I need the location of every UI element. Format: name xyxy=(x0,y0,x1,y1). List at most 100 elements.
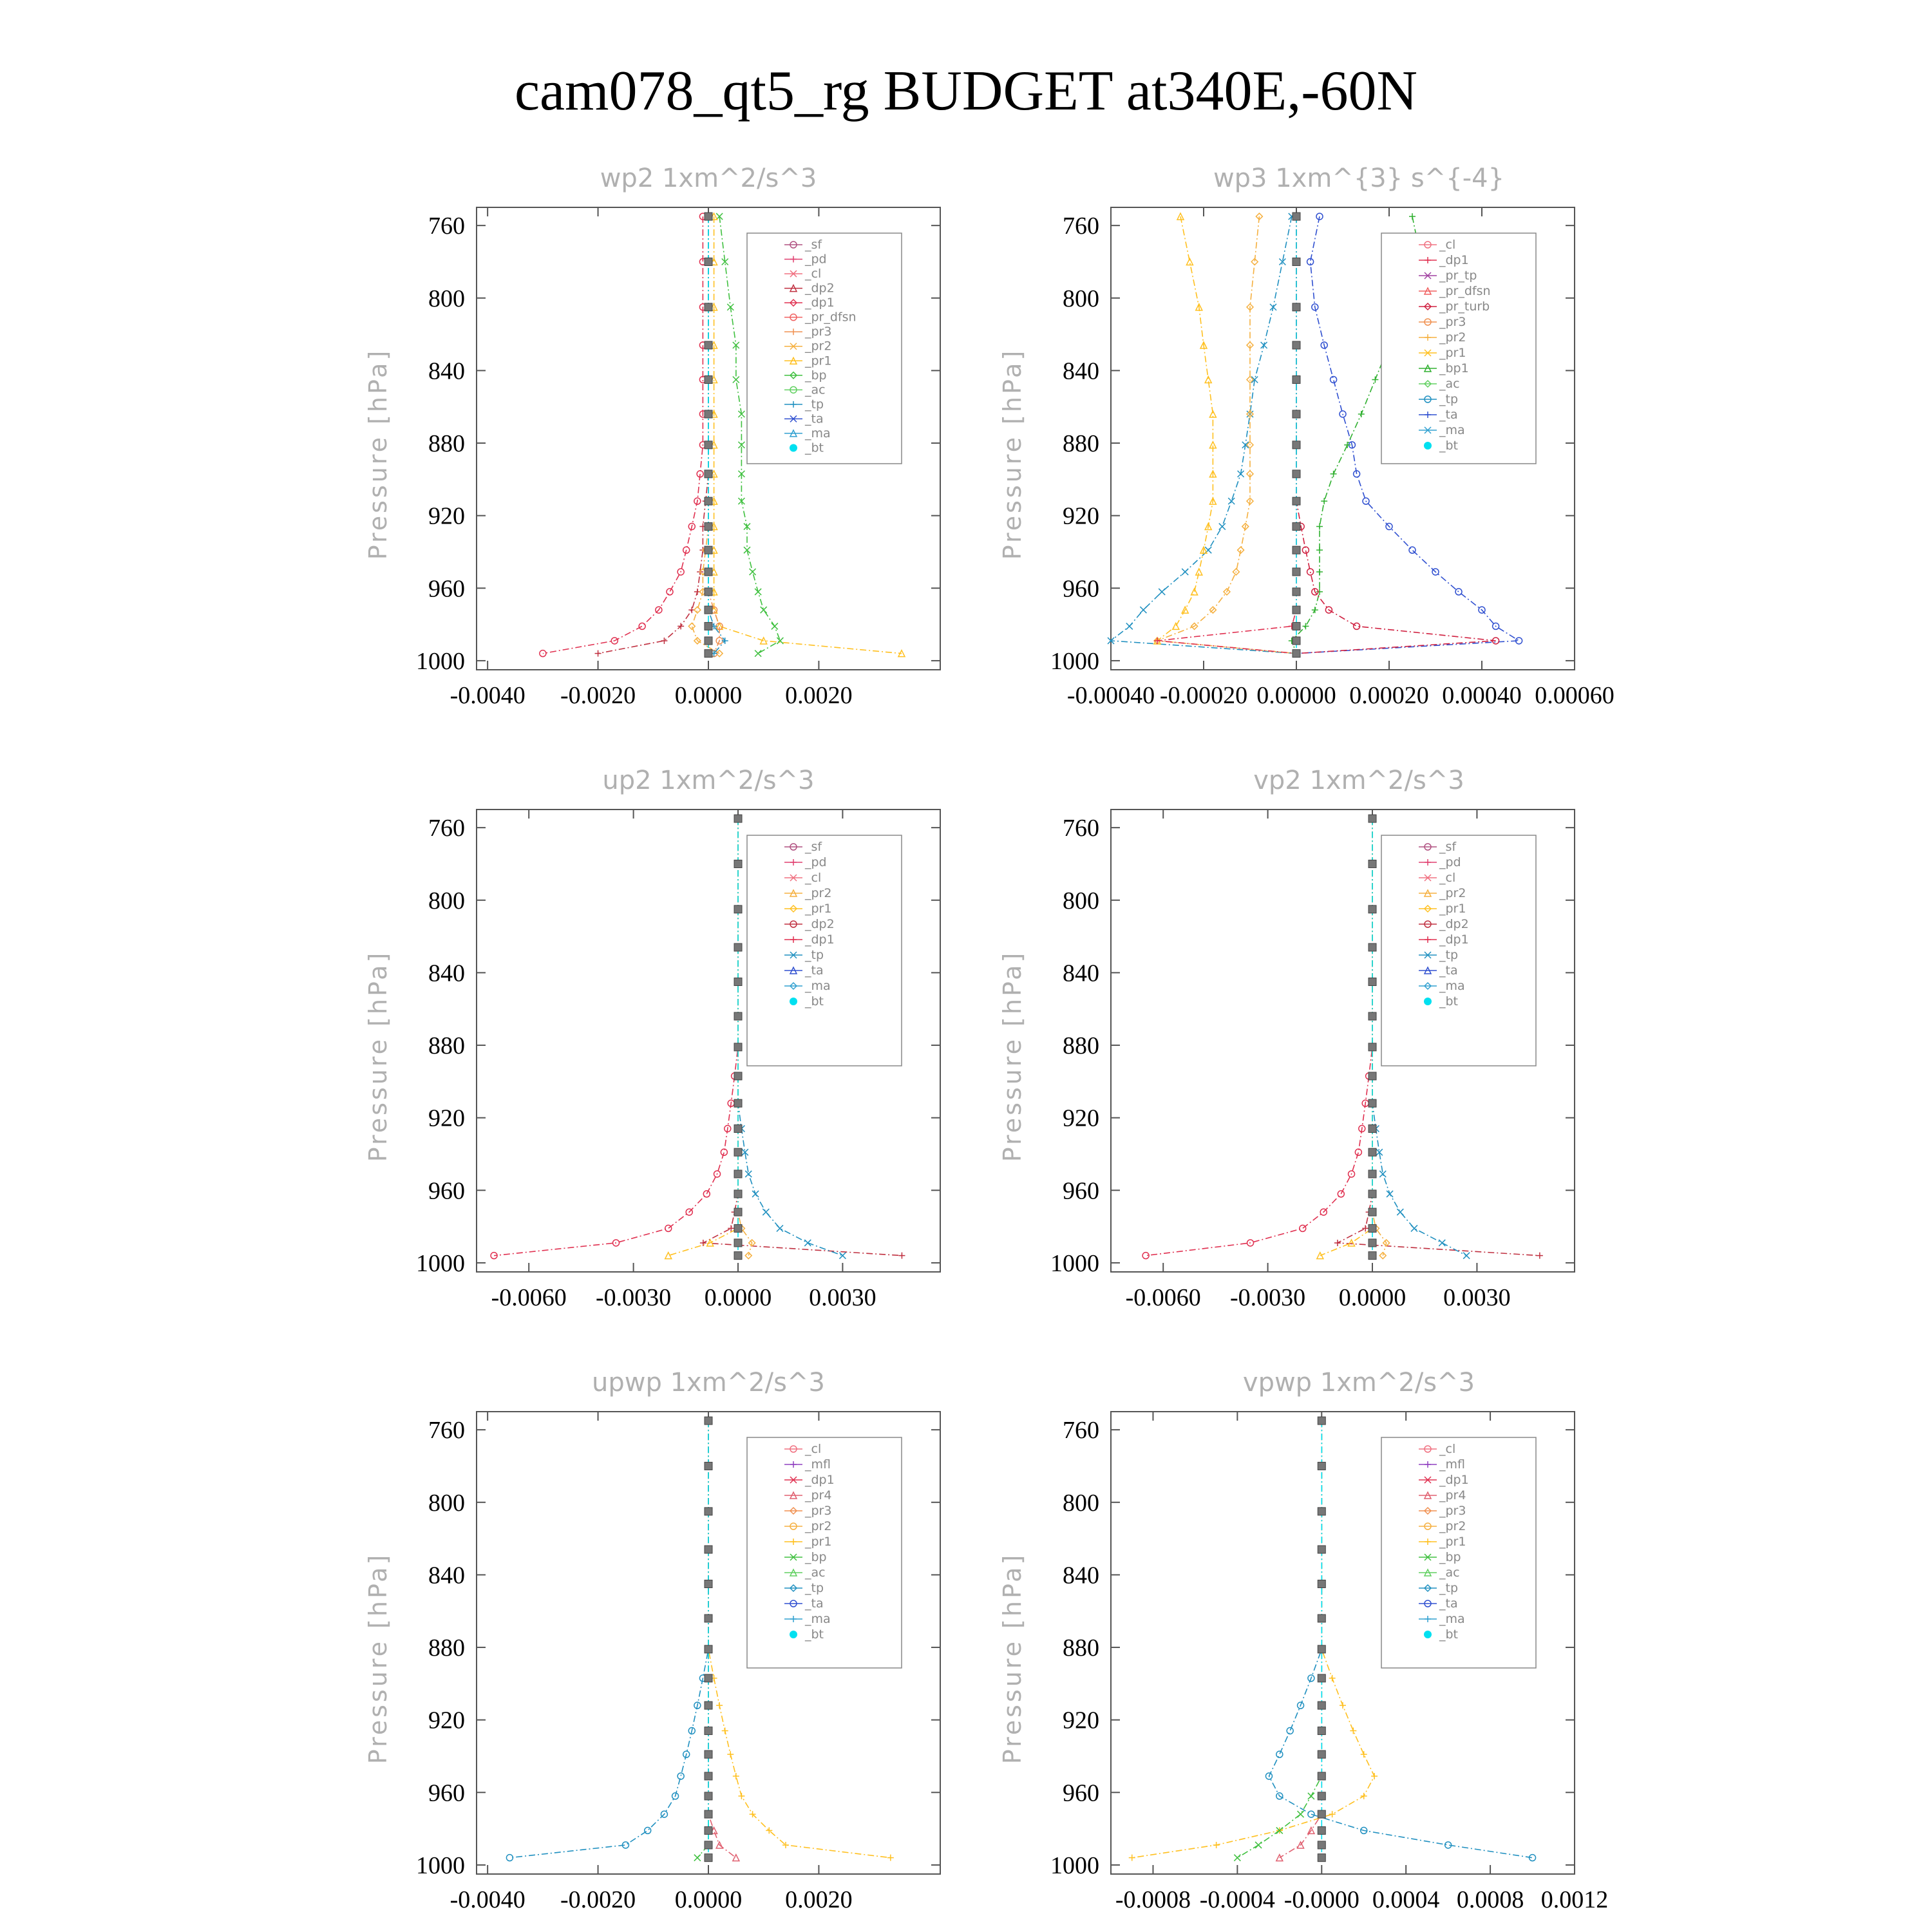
y-axis-label: Pressure [hPa] xyxy=(998,348,1027,560)
zero-stack-marker xyxy=(704,1841,713,1850)
data-point xyxy=(721,1727,728,1734)
legend-marker xyxy=(790,951,797,959)
zero-stack-marker xyxy=(1368,1170,1377,1179)
data-point xyxy=(664,1251,672,1260)
legend-label: _bp1 xyxy=(1439,361,1469,375)
data-point xyxy=(1195,303,1204,311)
legend-marker xyxy=(1423,1491,1432,1499)
data-point xyxy=(1276,1792,1283,1800)
legend-label: _pr3 xyxy=(804,1504,831,1518)
zero-stack-marker xyxy=(734,1238,743,1247)
x-tick-label: -0.0030 xyxy=(1230,1284,1305,1311)
data-point xyxy=(1362,1225,1369,1232)
x-tick-label: 0.00020 xyxy=(1349,682,1429,709)
data-point xyxy=(1204,522,1213,531)
data-point xyxy=(724,1124,732,1133)
data-point xyxy=(1352,622,1361,630)
legend-marker xyxy=(1423,981,1432,990)
legend-box xyxy=(1381,232,1537,464)
legend-marker xyxy=(1424,1600,1432,1607)
data-point xyxy=(1408,546,1416,554)
data-point xyxy=(1158,588,1166,596)
zero-stack-marker xyxy=(704,522,713,531)
legend-marker xyxy=(790,1553,797,1561)
y-tick-label: 840 xyxy=(1063,1562,1099,1589)
legend-item: _pr1 xyxy=(784,902,831,916)
zero-stack-marker xyxy=(734,977,743,986)
x-ticks: -0.00040 -0.00020 0.00000 0.00020 0.00040 0.0… xyxy=(1067,207,1615,709)
legend-label: _ma xyxy=(804,1612,831,1626)
data-point xyxy=(1311,588,1319,596)
legend-label: _dp1 xyxy=(1439,1473,1469,1487)
series-line-bp xyxy=(1236,1421,1323,1859)
series-line-pr4 xyxy=(1279,1421,1323,1859)
zero-stack-marker xyxy=(704,303,713,312)
legend-item: _ma xyxy=(784,426,831,440)
data-point xyxy=(1275,1853,1284,1862)
data-point xyxy=(732,1772,739,1779)
legend-item: _ma xyxy=(1419,979,1465,993)
legend-item: _pd xyxy=(784,855,827,869)
data-point xyxy=(1360,1751,1367,1758)
data-point xyxy=(1329,1674,1336,1681)
legend-marker xyxy=(789,299,798,307)
legend-marker xyxy=(1424,1522,1432,1530)
zero-stack-marker xyxy=(704,257,713,266)
legend-label: _pr2 xyxy=(804,1519,831,1533)
legend-item: _ac xyxy=(1419,377,1460,391)
y-tick-label: 880 xyxy=(1063,1032,1099,1059)
legend-item: _dp1 xyxy=(1419,1473,1469,1487)
legend-item: _pr4 xyxy=(1419,1488,1466,1502)
legend-marker xyxy=(1423,379,1432,388)
y-tick-label: 760 xyxy=(1063,1417,1099,1444)
legend-item: _tp xyxy=(784,397,824,412)
legend-item: _ac xyxy=(784,383,826,397)
data-point xyxy=(1296,1701,1305,1709)
data-point xyxy=(699,1239,706,1246)
data-point xyxy=(1379,1251,1387,1260)
data-point xyxy=(1307,1826,1316,1835)
x-tick-label: 0.0000 xyxy=(675,682,743,709)
y-tick-label: 880 xyxy=(428,430,465,457)
data-point xyxy=(1199,341,1208,349)
legend-label: _pr3 xyxy=(1439,315,1466,329)
zero-stack-marker xyxy=(734,1043,743,1052)
zero-stack-marker xyxy=(1292,303,1301,312)
legend-box xyxy=(746,232,902,464)
data-point xyxy=(694,1701,701,1709)
zero-stack-marker xyxy=(1368,977,1377,986)
legend-marker xyxy=(789,1506,798,1515)
y-tick-label: 1000 xyxy=(416,648,465,675)
legend-label: _bt xyxy=(804,994,824,1009)
legend-item: _bp1 xyxy=(1419,361,1469,375)
legend-item: _pr_tp xyxy=(1419,269,1477,283)
legend-label: _dp2 xyxy=(1439,917,1469,931)
legend-label: _tp xyxy=(804,1581,824,1595)
data-point xyxy=(1455,588,1463,596)
zero-stack-marker xyxy=(1317,1545,1326,1554)
legend-label: _bt xyxy=(1439,439,1458,453)
data-point xyxy=(1350,1727,1357,1734)
legend-marker xyxy=(789,356,798,365)
legend-label: _tp xyxy=(1439,948,1458,962)
x-tick-label: -0.0040 xyxy=(450,682,526,709)
data-point xyxy=(611,637,619,645)
data-point xyxy=(1126,622,1133,630)
legend-marker xyxy=(790,256,797,263)
zero-stack-marker xyxy=(1368,943,1377,952)
data-point xyxy=(748,1238,756,1247)
panel-wp3: wp3 1xm^{3} s^{-4} Pressure [hPa] 760 800… xyxy=(998,164,1615,709)
x-tick-label: -0.0030 xyxy=(596,1284,671,1311)
legend-marker xyxy=(1423,1506,1432,1515)
y-tick-label: 840 xyxy=(1063,960,1099,987)
y-axis-label: Pressure [hPa] xyxy=(364,951,392,1162)
legend-label: _pr3 xyxy=(804,325,831,339)
legend-item: _bp xyxy=(1419,1550,1461,1564)
zero-stack-marker xyxy=(1292,341,1301,350)
data-point xyxy=(771,622,779,630)
zero-stack-marker xyxy=(1317,1853,1326,1862)
y-ticks: 760 800 840 880 920 960 1000 xyxy=(416,815,940,1277)
legend-item: _sf xyxy=(784,840,822,854)
zero-stack-marker xyxy=(1368,1189,1377,1198)
y-tick-label: 760 xyxy=(1063,213,1099,240)
